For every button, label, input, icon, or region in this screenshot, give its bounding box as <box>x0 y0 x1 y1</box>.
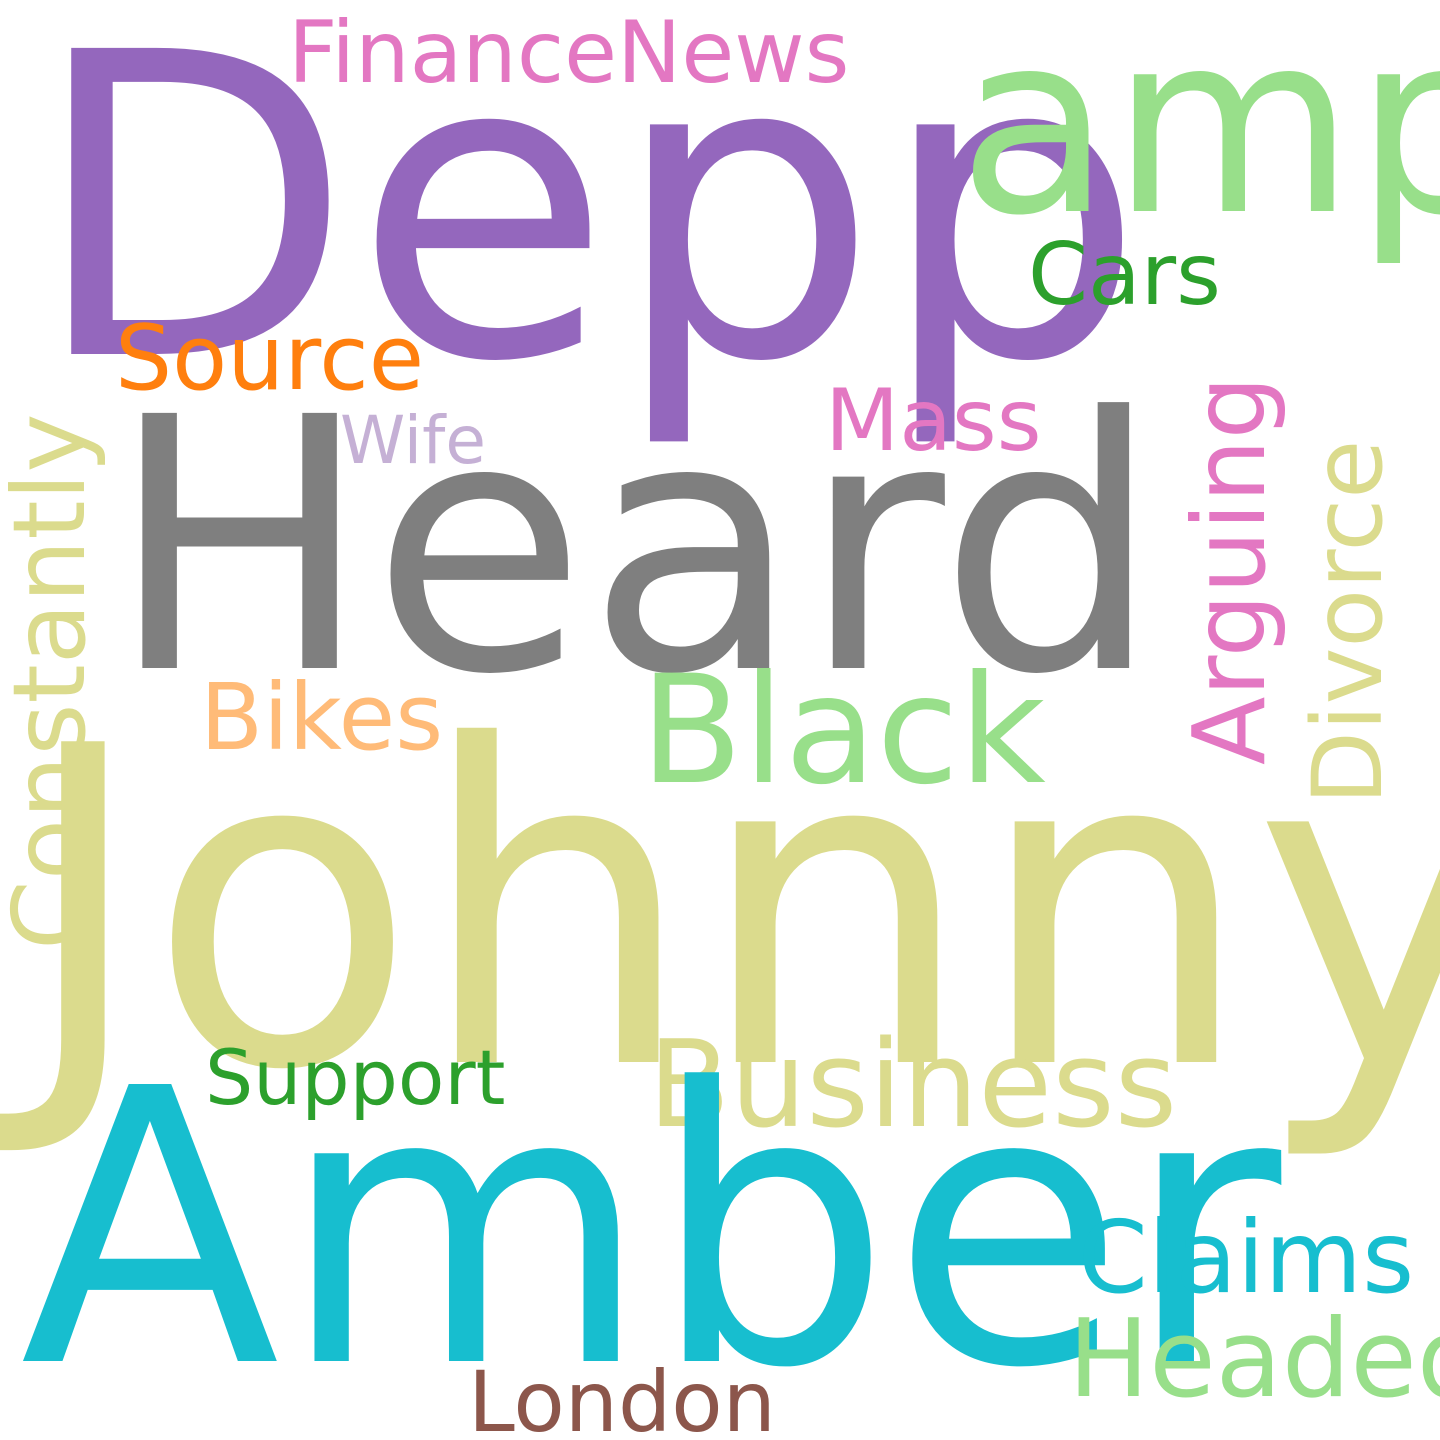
word-business: Business <box>648 1016 1178 1155</box>
word-bikes: Bikes <box>200 664 444 771</box>
word-wife: Wife <box>340 402 486 479</box>
word-black: Black <box>640 644 1046 818</box>
word-claims: Claims <box>1078 1199 1415 1316</box>
word-amp: amp <box>958 0 1440 270</box>
word-depp: Depp <box>30 0 1146 454</box>
word-johnny: Johnny <box>18 654 1440 1166</box>
word-amber: Amber <box>20 1008 1282 1440</box>
word-source: Source <box>115 306 425 411</box>
word-financenews: FinanceNews <box>288 3 850 103</box>
word-cars: Cars <box>1028 225 1221 325</box>
word-headed: Headed <box>1068 1297 1440 1422</box>
word-mass: Mass <box>825 371 1042 471</box>
word-heard: Heard <box>108 343 1161 751</box>
word-support: Support <box>205 1033 506 1122</box>
word-london: London <box>468 1353 776 1440</box>
